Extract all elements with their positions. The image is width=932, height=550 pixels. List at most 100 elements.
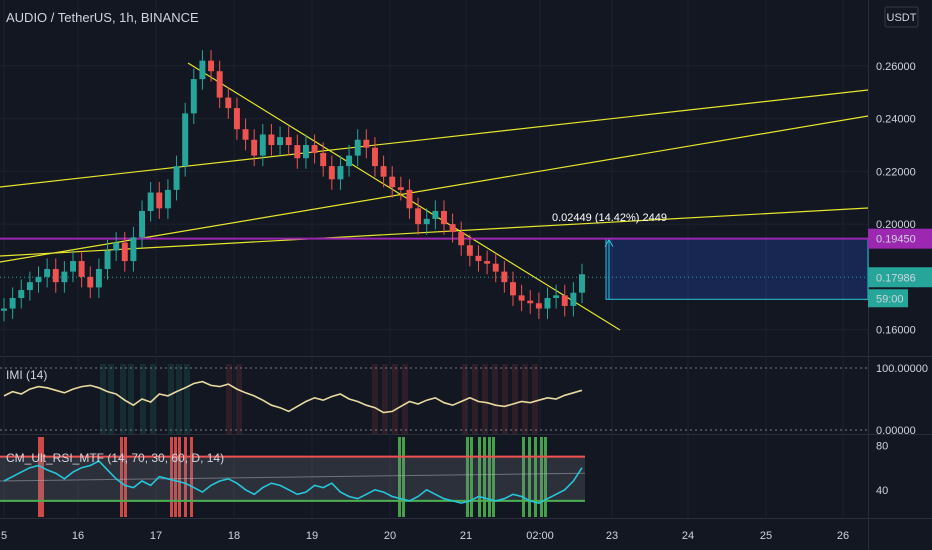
trendlines[interactable] [0,62,869,331]
candle-body [35,276,42,283]
candle-body [113,242,120,251]
candle-body [225,97,232,109]
symbol-title[interactable]: AUDIO / TetherUS, 1h, BINANCE [6,10,199,25]
imi-shade [522,364,528,434]
measure-range [606,238,868,300]
candle-body [406,189,413,209]
trendline-upper [0,89,869,188]
imi-shade [236,364,242,434]
time-tick-label: 17 [150,530,162,542]
imi-shade [482,364,488,434]
measure-label: 0.02449 (14.42%) 2449 [552,212,667,224]
candle-body [130,237,137,262]
rsi-indicator-title[interactable]: CM_Ult_RSI_MTF (14, 70, 30, 60, D, 14) [6,451,224,465]
rsi-oversold-bar [470,437,473,517]
candle-body [423,218,430,225]
candle-body [1,308,7,311]
rsi-oversold-bar [528,437,531,517]
candle-body [173,166,180,190]
rsi-overbought-bar [170,437,173,517]
candle-body [44,268,51,277]
candle-body [311,145,318,153]
candle-body [328,166,335,180]
resistance-price-badge-bg [868,228,932,249]
candle-body [87,276,94,288]
candle-body [182,113,189,167]
rsi-tick-label: 80 [876,441,888,453]
current-price-badge: 0.17986 [876,272,916,284]
imi-shade [168,364,174,434]
rsi-overbought-bar [190,437,193,517]
candle-body [233,108,240,130]
time-tick-label: 23 [606,530,618,542]
imi-shade [402,364,408,434]
currency-button-frame[interactable] [884,6,919,28]
trendline-lower [0,207,869,257]
trendline-descending [187,62,621,331]
candle-body [164,189,171,209]
candle-body [285,137,292,146]
price-badges: 0.19450 0.17986 59:00 [868,228,932,308]
rsi-oversold-bar [402,437,405,517]
candle-body [78,261,85,277]
candle-body [535,303,542,309]
price-tick-label: 0.26000 [876,61,916,73]
rsi-oversold-bar [534,437,537,517]
candle-body [121,242,128,262]
time-tick-label: 24 [682,530,694,542]
candle-body [561,295,568,306]
imi-shade [502,364,508,434]
measure-arrow-head [604,238,614,247]
rsi-oversold-bar [540,437,543,517]
time-tick-label: 25 [760,530,772,542]
candle-body [302,145,309,159]
measure-box[interactable] [604,238,869,300]
candles[interactable] [1,50,585,322]
rsi-overbought-bar [184,437,187,517]
candle-body [466,245,473,256]
candle-body [527,300,534,304]
time-axis[interactable]: 5 16 17 18 19 20 21 02:00 23 24 25 26 [1,530,849,542]
candle-body [199,60,206,80]
candle-body [579,274,585,293]
rsi-overbought-bar [41,437,44,517]
candle-body [363,139,370,148]
time-tick-label: 21 [460,530,472,542]
candle-body [26,282,33,291]
candle-body [259,134,266,156]
candle-body [371,147,378,167]
candle-body [553,295,560,298]
candle-body [380,166,387,177]
countdown-badge: 59:00 [876,293,904,305]
candle-body [449,224,456,233]
imi-shade [128,364,134,434]
candle-body [251,139,258,156]
candle-body [139,210,146,238]
candle-body [52,268,59,283]
candle-body [156,192,163,209]
rsi-oversold-bar [492,437,495,517]
candle-body [277,137,284,146]
rsi-oversold-bar [544,437,547,517]
imi-shade [512,364,518,434]
rsi-overbought-bar [124,437,127,517]
rsi-overbought-bar [120,437,123,517]
candle-body [570,292,577,306]
candle-body [354,139,361,156]
imi-shade [382,364,388,434]
imi-indicator-title[interactable]: IMI (14) [6,368,47,382]
price-axis[interactable]: 0.26000 0.24000 0.22000 0.20000 0.16000 100.0… [876,61,928,497]
candle-body [18,290,25,298]
countdown-badge-bg [868,289,908,308]
rsi-oversold-bar [488,437,491,517]
time-tick-label: 5 [1,530,7,542]
imi-shade [492,364,498,434]
candle-body [458,232,465,246]
imi-shade [462,364,468,434]
candle-body [337,166,344,180]
currency-button[interactable]: USDT [887,12,917,24]
rsi-overbought-bar [174,437,177,517]
imi-line [3,380,583,414]
candle-body [510,282,516,296]
